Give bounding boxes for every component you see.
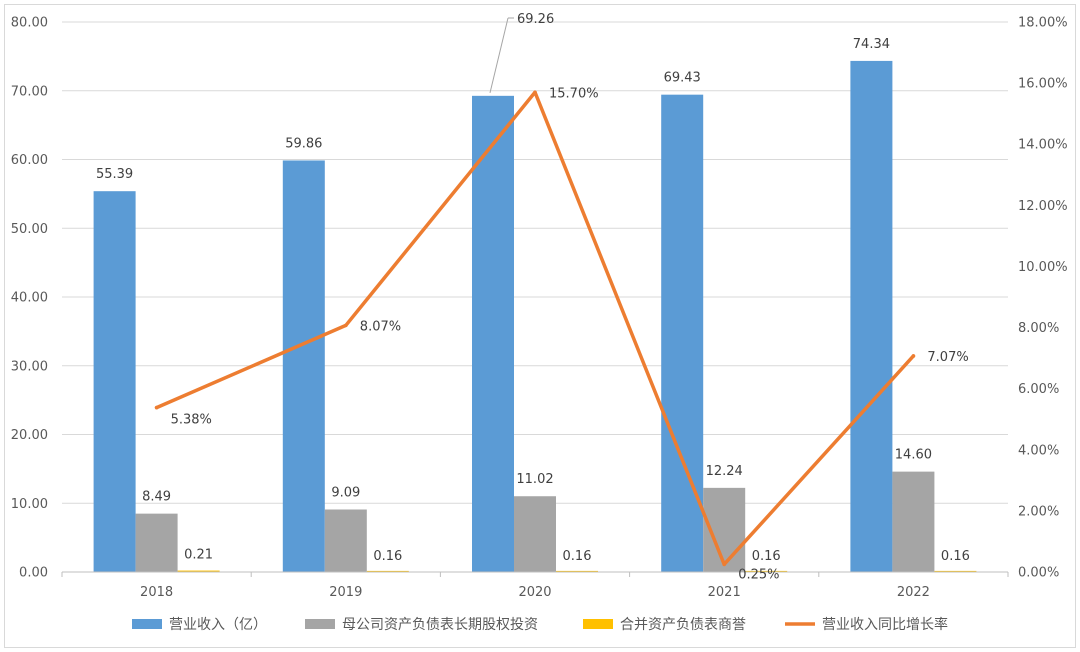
bar (745, 570, 788, 572)
legend-label: 母公司资产负债表长期股权投资 (342, 617, 538, 633)
bar (282, 160, 325, 572)
line-series (154, 90, 916, 567)
left-axis-tick-label: 50.00 (11, 222, 48, 237)
data-label: 0.16 (563, 549, 592, 564)
right-axis-tick-label: 14.00% (1018, 138, 1068, 153)
data-label: 8.49 (142, 490, 171, 505)
line-point (154, 405, 159, 410)
right-axis-tick-label: 6.00% (1018, 382, 1059, 397)
left-axis-tick-label: 80.00 (11, 16, 48, 31)
data-label: 69.43 (664, 71, 701, 86)
legend-swatch (305, 619, 335, 629)
right-axis-tick-label: 16.00% (1018, 77, 1068, 92)
left-axis-tick-label: 10.00 (11, 497, 48, 512)
left-axis-tick-label: 70.00 (11, 84, 48, 99)
line-point (533, 90, 537, 95)
legend-swatch (583, 619, 613, 629)
data-label: 11.02 (516, 472, 553, 487)
data-label: 0.16 (941, 549, 970, 564)
bar (514, 496, 556, 572)
left-axis-tick-label: 40.00 (11, 291, 48, 306)
x-axis-tick-label: 2022 (897, 585, 930, 600)
line-data-label: 5.38% (171, 413, 212, 428)
line-point (722, 562, 726, 567)
right-axis-tick-label: 2.00% (1018, 504, 1059, 519)
data-label: 0.21 (184, 548, 213, 563)
right-axis-tick-label: 4.00% (1018, 443, 1059, 458)
x-axis-tick-label: 2019 (329, 585, 362, 600)
data-labels: 55.39 59.86 69.26 69.43 74.34 8.49 9.09 11.02 12… (96, 12, 970, 582)
axes: 0.00 10.00 20.00 30.00 40.00 50.00 60.00 70.00 8… (11, 16, 1068, 601)
legend: 营业收入（亿） 母公司资产负债表长期股权投资 合并资产负债表商誉 营业收入同比增长率 (132, 616, 948, 633)
bar (135, 513, 178, 572)
left-axis-tick-label: 60.00 (11, 153, 48, 168)
gridlines (62, 21, 1008, 504)
bar (472, 95, 514, 573)
right-axis-tick-label: 8.00% (1018, 321, 1059, 336)
growth-line (154, 90, 916, 567)
label-leader-line (489, 17, 509, 93)
data-label: 69.26 (517, 12, 554, 27)
bar (366, 570, 409, 572)
right-axis-tick-label: 12.00% (1018, 199, 1068, 214)
bar (850, 60, 893, 572)
left-axis-tick-label: 30.00 (11, 359, 48, 374)
data-label: 12.24 (706, 464, 743, 479)
bar (177, 570, 220, 572)
data-label: 9.09 (331, 486, 360, 501)
data-label: 0.16 (373, 549, 402, 564)
line-point (344, 323, 348, 328)
legend-label: 合并资产负债表商誉 (620, 617, 746, 633)
legend-label: 营业收入同比增长率 (822, 616, 948, 633)
left-axis-tick-label: 0.00 (19, 566, 48, 581)
line-data-label: 8.07% (360, 319, 401, 334)
left-axis-tick-label: 20.00 (11, 428, 48, 443)
bar (556, 570, 598, 572)
right-axis-tick-label: 0.00% (1018, 566, 1059, 581)
line-point (911, 354, 916, 358)
legend-swatch (132, 619, 162, 629)
right-axis-tick-label: 18.00% (1018, 16, 1068, 31)
line-data-label: 7.07% (927, 350, 968, 365)
line-data-label: 15.70% (549, 86, 599, 101)
legend-label: 营业收入（亿） (169, 617, 267, 633)
data-label: 59.86 (285, 136, 322, 151)
chart-frame (4, 4, 1076, 648)
data-label: 55.39 (96, 167, 133, 182)
data-label: 14.60 (895, 448, 932, 463)
bar (93, 191, 136, 572)
bar (934, 570, 977, 572)
x-axis-tick-label: 2021 (708, 585, 741, 600)
data-label: 74.34 (853, 37, 890, 52)
line-data-label: 0.25% (738, 567, 779, 582)
bar (324, 509, 367, 572)
bar (892, 471, 935, 572)
right-axis-tick-label: 10.00% (1018, 260, 1068, 275)
data-label: 0.16 (752, 549, 781, 564)
x-axis-tick-label: 2020 (518, 585, 551, 600)
x-axis-tick-label: 2018 (140, 585, 173, 600)
bar-series (93, 60, 977, 573)
